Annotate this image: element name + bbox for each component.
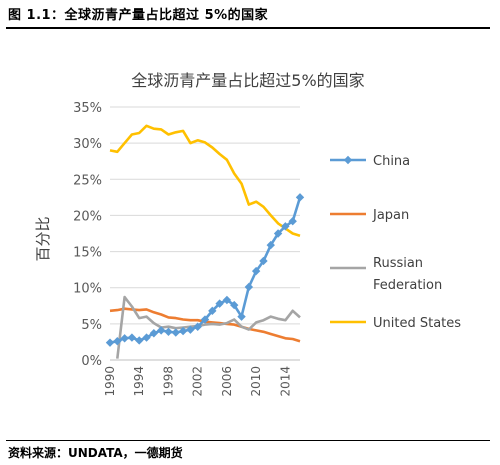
x-tick-label: 2002 xyxy=(191,366,205,397)
y-tick-label: 30% xyxy=(73,137,102,152)
x-tick-label: 2014 xyxy=(278,366,292,397)
bottom-rule xyxy=(6,440,490,441)
legend-label-china: China xyxy=(373,154,410,169)
source-note: 资料来源：UNDATA，一德期货 xyxy=(8,446,183,460)
gridlines xyxy=(110,106,300,325)
data-point-china xyxy=(230,300,239,310)
x-tick-label: 2010 xyxy=(249,366,263,397)
data-point-china xyxy=(200,315,210,324)
line-chart: 全球沥青产量占比超过5%的国家 百分比 0% 5% 10% 15% 20% 25% 30% 3… xyxy=(34,71,461,397)
legend-label-russian-federation: Russian Federation xyxy=(373,256,442,293)
data-point-china xyxy=(273,229,283,238)
data-point-china xyxy=(266,240,275,250)
series-line-russian-federation xyxy=(116,295,301,359)
y-axis-label: 百分比 xyxy=(34,216,52,261)
data-point-china xyxy=(237,312,246,321)
y-tick-label: 35% xyxy=(73,101,102,116)
data-point-china xyxy=(295,193,305,202)
data-point-china xyxy=(244,282,254,292)
data-point-china xyxy=(288,217,297,226)
y-axis-ticks: 0% 5% 10% 15% 20% 25% 30% 35% xyxy=(73,101,102,369)
data-point-china xyxy=(164,327,173,337)
data-point-china xyxy=(113,337,122,346)
x-tick-label: 1990 xyxy=(103,366,117,397)
data-point-china xyxy=(156,326,166,335)
data-point-china xyxy=(222,295,232,305)
y-tick-label: 0% xyxy=(81,354,102,369)
data-point-china xyxy=(171,328,180,337)
legend-marker-china xyxy=(343,155,353,165)
figure-caption: 图 1.1：全球沥青产量占比超过 5%的国家 xyxy=(8,8,269,23)
y-tick-label: 10% xyxy=(73,282,102,297)
x-tick-label: 1998 xyxy=(161,366,175,397)
legend: China Japan Russian Federation United States xyxy=(330,154,461,331)
y-tick-label: 5% xyxy=(81,318,102,333)
data-point-china xyxy=(120,334,129,343)
y-tick-label: 25% xyxy=(73,173,102,188)
data-point-china xyxy=(149,329,159,338)
data-point-china xyxy=(186,325,195,334)
x-tick-label: 2006 xyxy=(220,366,234,397)
legend-label-japan: Japan xyxy=(372,208,409,223)
data-point-china xyxy=(127,333,137,342)
chart-title: 全球沥青产量占比超过5%的国家 xyxy=(131,71,364,90)
data-point-china xyxy=(105,338,115,347)
series-lines xyxy=(105,124,305,359)
data-point-china xyxy=(193,322,202,331)
data-point-china xyxy=(142,333,151,342)
data-point-china xyxy=(135,336,144,345)
data-point-china xyxy=(178,326,188,336)
top-rule xyxy=(6,27,490,29)
y-tick-label: 15% xyxy=(73,246,102,261)
data-point-china xyxy=(215,299,224,308)
x-tick-label: 1994 xyxy=(132,366,146,397)
data-point-china xyxy=(208,306,217,316)
data-point-china xyxy=(251,266,261,276)
y-tick-label: 20% xyxy=(73,209,102,224)
x-axis-ticks: 1990 1994 1998 2002 2006 2010 2014 xyxy=(103,366,292,397)
data-point-china xyxy=(281,222,290,231)
data-point-china xyxy=(259,256,268,266)
series-line-united-states xyxy=(109,124,301,237)
legend-label-united-states: United States xyxy=(373,316,461,331)
